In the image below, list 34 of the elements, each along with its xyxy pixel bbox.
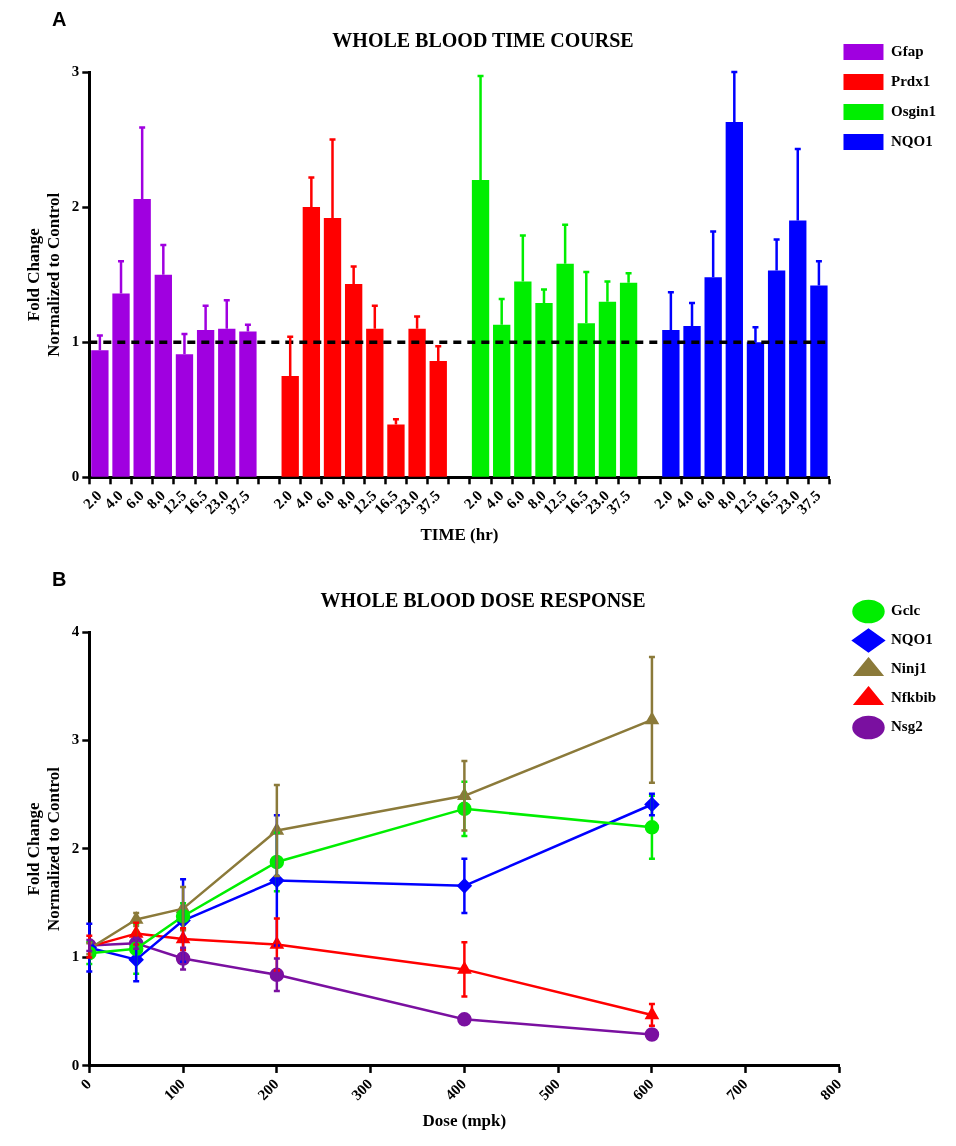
y-tick-label: 1 [71,333,80,350]
y-tick-label: 3 [71,731,80,748]
x-tick-label: 700 [723,1075,751,1104]
legend-label: Prdx1 [890,72,931,89]
chart-title: WHOLE BLOOD DOSE RESPONSE [320,589,646,612]
legend-label: Nfkbib [890,689,937,706]
legend-label: Gclc [890,602,921,619]
x-tick-label: 500 [535,1075,564,1104]
x-tick-label: 100 [160,1075,188,1104]
legend-label: NQO1 [890,631,933,648]
y-tick-label: 4 [71,622,80,639]
x-tick-label: 300 [348,1075,376,1104]
y-tick-label: 0 [71,468,80,485]
legend-label: Nsg2 [890,718,923,735]
y-tick-label: 1 [71,948,80,965]
legend-label: NQO1 [890,132,933,149]
x-tick-label: 600 [629,1075,657,1104]
x-axis-title: Dose (mpk) [422,1111,507,1131]
y-tick-label: 0 [71,1056,80,1073]
x-tick-label: 200 [254,1075,282,1104]
y-tick-label: 3 [71,62,80,79]
y-tick-label: 2 [71,839,80,856]
legend-label: Gfap [890,42,924,59]
x-axis-title: TIME (hr) [420,525,499,545]
legend-label: Ninj1 [890,660,927,677]
y-axis-title: Fold Change Normalized to Control [23,766,63,931]
chart-title: WHOLE BLOOD TIME COURSE [332,29,634,52]
y-axis-title: Fold Change Normalized to Control [23,192,63,357]
text: A [52,8,67,31]
x-tick-label: 400 [442,1075,470,1104]
x-tick-label: 800 [817,1075,845,1104]
y-tick-label: 2 [71,197,80,214]
text: B [52,568,67,591]
legend-label: Osgin1 [890,102,936,119]
